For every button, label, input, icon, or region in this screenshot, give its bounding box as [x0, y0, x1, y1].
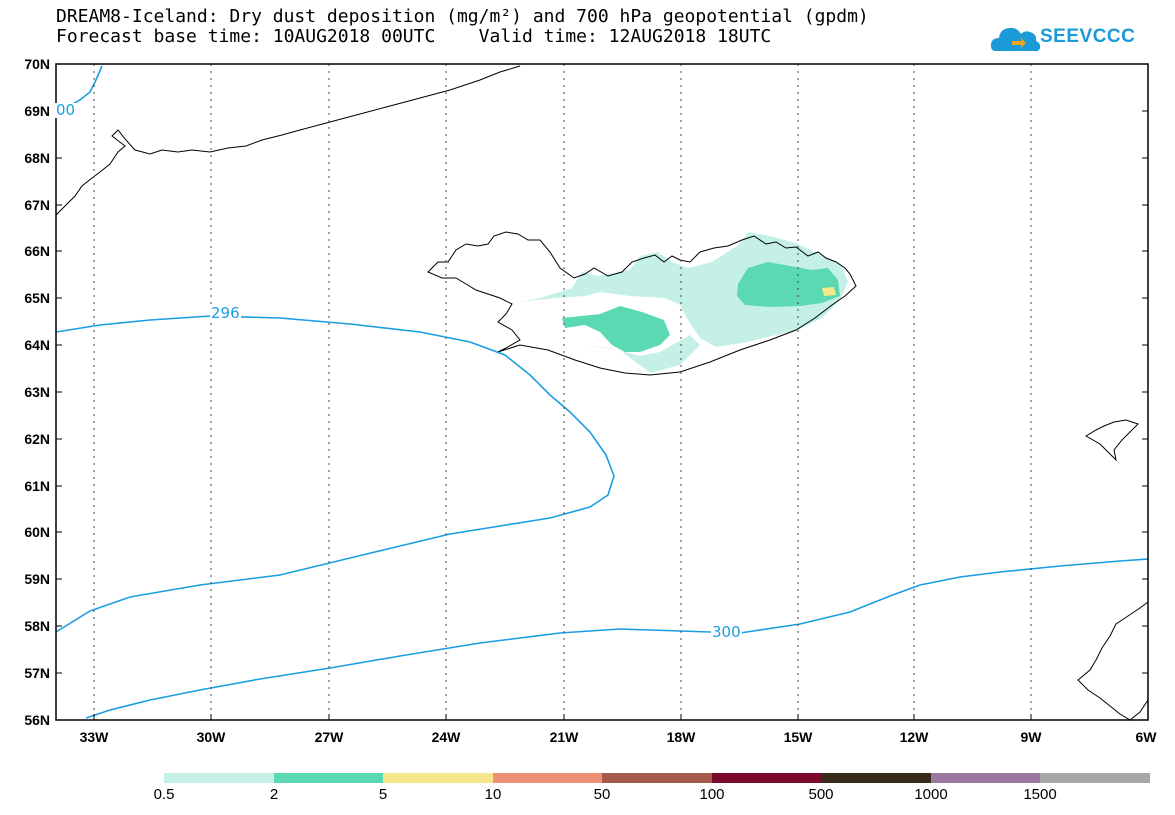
lat-label: 64N	[24, 337, 50, 353]
coastlines	[55, 65, 1149, 721]
contour-label: 300	[711, 623, 742, 641]
lon-label: 27W	[314, 729, 344, 745]
dust-area-low	[520, 232, 848, 347]
colorbar-label: 10	[484, 786, 502, 803]
lat-label: 58N	[24, 618, 50, 634]
lat-label: 61N	[24, 478, 50, 494]
colorbar-swatch	[164, 773, 274, 783]
lon-label: 33W	[79, 729, 109, 745]
lat-label: 63N	[24, 384, 50, 400]
seevccc-logo: SEEVCCC	[988, 17, 1135, 57]
contour-label: 296	[210, 304, 241, 322]
lon-label: 15W	[783, 729, 813, 745]
lat-label: 67N	[24, 197, 50, 213]
colorbar-swatch	[931, 773, 1040, 783]
contour-296	[55, 315, 615, 633]
dust-deposition-shading	[520, 232, 848, 373]
colorbar-swatch	[274, 773, 383, 783]
lat-label: 68N	[24, 150, 50, 166]
colorbar-swatch	[602, 773, 712, 783]
iceland-coast	[427, 231, 857, 376]
lat-label: 65N	[24, 290, 50, 306]
greenland-coast	[55, 65, 521, 216]
contour-300	[85, 558, 1149, 719]
map-frame	[55, 63, 1149, 721]
colorbar-swatch	[383, 773, 493, 783]
geopotential-contours	[55, 65, 1149, 719]
colorbar-label: 100	[699, 786, 725, 803]
lon-label: 12W	[899, 729, 929, 745]
dust-area-high	[822, 287, 836, 296]
colorbar-swatch	[712, 773, 821, 783]
lon-label: 18W	[666, 729, 696, 745]
dust-area-mid	[562, 306, 670, 352]
lat-label: 60N	[24, 524, 50, 540]
lat-label: 69N	[24, 103, 50, 119]
lat-label: 66N	[24, 243, 50, 259]
lat-label: 59N	[24, 571, 50, 587]
lon-label: 24W	[431, 729, 461, 745]
faroe-coast	[1085, 419, 1139, 462]
lon-label: 21W	[549, 729, 579, 745]
colorbar-label: 0.5	[153, 786, 175, 803]
axis-ticks	[56, 63, 1148, 721]
colorbar-label: 500	[808, 786, 834, 803]
dust-area-low	[585, 335, 700, 373]
dust-area-mid	[737, 262, 840, 307]
lat-label: 56N	[24, 712, 50, 728]
colorbar-label: 1000	[914, 786, 948, 803]
scotland-coast	[1077, 601, 1149, 721]
colorbar-label: 5	[378, 786, 388, 803]
lon-label: 6W	[1135, 729, 1157, 745]
colorbar-swatch	[1040, 773, 1150, 783]
lat-label: 70N	[24, 56, 50, 72]
colorbar-label: 2	[269, 786, 279, 803]
lat-label: 62N	[24, 431, 50, 447]
colorbar-swatch	[821, 773, 931, 783]
colorbar-label: 1500	[1023, 786, 1057, 803]
longitude-gridlines	[93, 64, 1032, 720]
logo-text: SEEVCCC	[1040, 26, 1136, 47]
lon-label: 30W	[196, 729, 226, 745]
lat-label: 57N	[24, 665, 50, 681]
contour-label: 00	[55, 101, 77, 119]
cloud-icon	[990, 27, 1041, 52]
colorbar-label: 50	[593, 786, 611, 803]
map-subtitle: Forecast base time: 10AUG2018 00UTC Vali…	[56, 26, 772, 47]
colorbar-swatch	[493, 773, 602, 783]
lon-label: 9W	[1020, 729, 1042, 745]
map-title: DREAM8-Iceland: Dry dust deposition (mg/…	[56, 6, 869, 27]
